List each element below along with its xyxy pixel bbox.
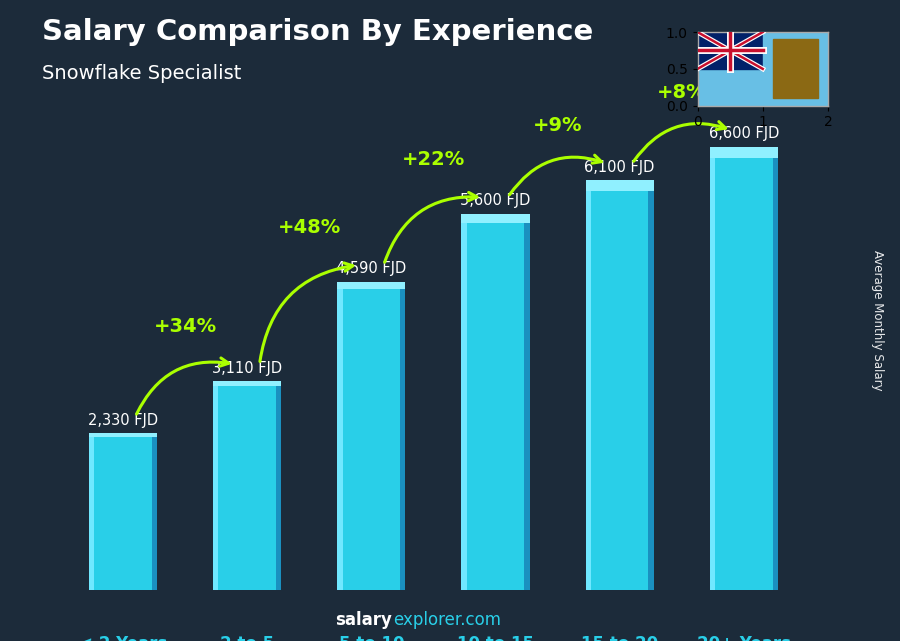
- Bar: [772, 147, 778, 590]
- Text: salary: salary: [335, 612, 392, 629]
- Text: 3,110 FJD: 3,110 FJD: [212, 361, 283, 376]
- Bar: [151, 433, 158, 590]
- Bar: [89, 433, 94, 590]
- Text: 2 to 5: 2 to 5: [220, 635, 274, 641]
- Text: +34%: +34%: [154, 317, 217, 336]
- Bar: [89, 433, 158, 590]
- Text: 10 to 15: 10 to 15: [457, 635, 534, 641]
- Bar: [763, 32, 828, 106]
- Text: 15 to 20: 15 to 20: [581, 635, 658, 641]
- Text: 6,600 FJD: 6,600 FJD: [708, 126, 779, 142]
- Bar: [524, 214, 529, 590]
- Bar: [462, 214, 529, 223]
- Text: 4,590 FJD: 4,590 FJD: [337, 262, 407, 276]
- Bar: [586, 180, 591, 590]
- Text: 6,100 FJD: 6,100 FJD: [584, 160, 655, 175]
- Bar: [213, 381, 282, 387]
- Bar: [462, 214, 529, 590]
- Text: +8%: +8%: [657, 83, 706, 102]
- Text: 20+ Years: 20+ Years: [697, 635, 791, 641]
- Bar: [213, 381, 282, 590]
- Bar: [710, 147, 778, 590]
- Text: +9%: +9%: [533, 116, 582, 135]
- Text: +22%: +22%: [401, 150, 465, 169]
- Bar: [338, 281, 406, 590]
- Text: Average Monthly Salary: Average Monthly Salary: [871, 250, 884, 391]
- Bar: [338, 281, 406, 289]
- Text: explorer.com: explorer.com: [393, 612, 501, 629]
- Bar: [648, 180, 653, 590]
- Bar: [586, 180, 653, 190]
- Text: Salary Comparison By Experience: Salary Comparison By Experience: [42, 18, 593, 46]
- Bar: [772, 40, 818, 98]
- Bar: [698, 32, 763, 69]
- Bar: [89, 433, 158, 437]
- Bar: [275, 381, 282, 590]
- Bar: [710, 147, 778, 158]
- Bar: [772, 40, 818, 98]
- Bar: [586, 180, 653, 590]
- Bar: [710, 147, 716, 590]
- Bar: [462, 214, 467, 590]
- Text: Snowflake Specialist: Snowflake Specialist: [42, 64, 241, 83]
- Text: 5,600 FJD: 5,600 FJD: [460, 194, 531, 208]
- Text: 5 to 10: 5 to 10: [338, 635, 404, 641]
- Bar: [400, 281, 406, 590]
- Text: +48%: +48%: [277, 218, 341, 237]
- Text: < 2 Years: < 2 Years: [78, 635, 167, 641]
- Text: 2,330 FJD: 2,330 FJD: [88, 413, 158, 428]
- Bar: [213, 381, 219, 590]
- Bar: [338, 281, 343, 590]
